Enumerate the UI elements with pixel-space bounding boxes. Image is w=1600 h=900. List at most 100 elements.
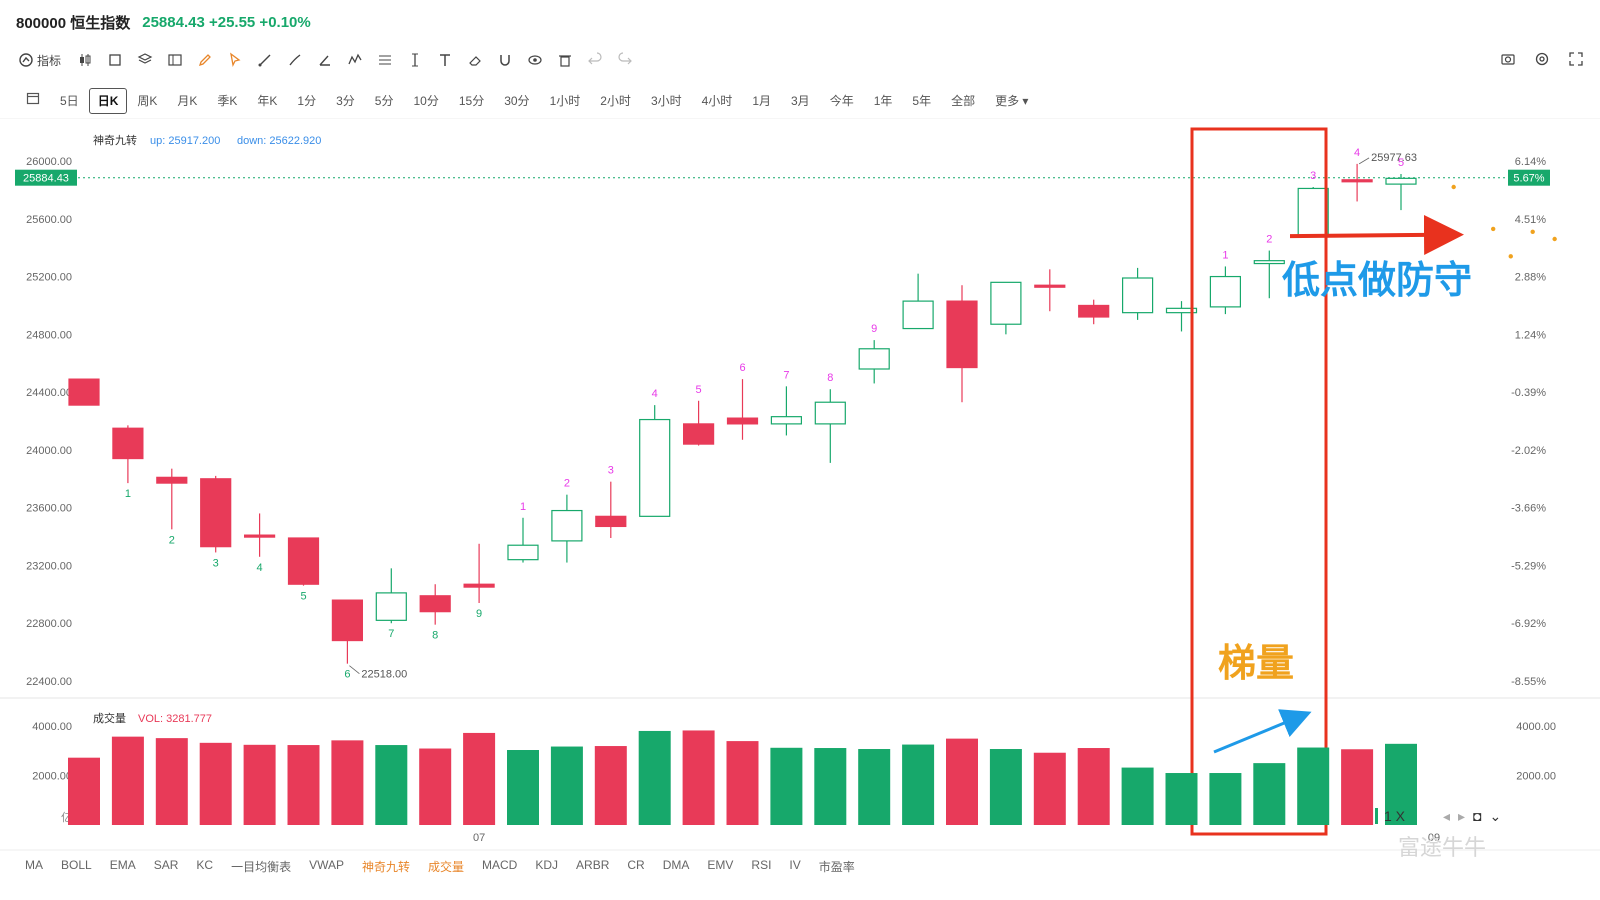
period-tab[interactable]: 月K [177,94,198,108]
period-tab[interactable]: 日K [88,88,128,114]
period-tab[interactable]: 5年 [912,94,932,108]
pencil-button[interactable] [195,49,215,71]
candle[interactable]: 4 [1341,147,1373,202]
candle[interactable]: 5 [287,537,320,603]
indicator-tab[interactable]: MA [25,858,43,872]
settings-button[interactable] [1532,48,1552,70]
period-tab[interactable]: 更多 ▾ [995,94,1029,108]
indicator-tab[interactable]: MACD [482,858,518,872]
indicator-tab[interactable]: 一目均衡表 [231,860,292,874]
candle[interactable]: 9 [463,543,495,620]
layers-button[interactable] [135,49,155,71]
candle[interactable]: 6 [331,599,363,681]
arrow-left-icon[interactable]: ◂ [1443,807,1451,824]
period-tab[interactable]: 周K [137,94,158,108]
candle[interactable] [1165,301,1198,332]
candle[interactable]: 8 [419,584,451,642]
candle[interactable]: 8 [814,372,846,463]
magnet-button[interactable] [495,49,515,71]
period-tab[interactable]: 4小时 [701,94,733,108]
candle[interactable]: 4 [244,513,276,574]
eye-button[interactable] [525,49,545,71]
candle[interactable] [68,378,100,406]
indicator-tab[interactable]: EMA [109,858,136,872]
candle[interactable]: 3 [595,465,627,538]
calendar-button[interactable] [16,89,50,113]
period-tab[interactable]: 季K [217,94,238,108]
candle[interactable]: 7 [375,568,407,640]
candle[interactable] [1034,269,1066,312]
candle[interactable]: 6 [726,362,759,440]
period-tab[interactable]: 1小时 [549,94,581,108]
period-tab[interactable]: 5分 [374,94,394,108]
period-tab[interactable]: 今年 [829,94,854,108]
period-tab[interactable]: 1分 [297,94,317,108]
angle-tool-button[interactable] [315,49,335,71]
wave-tool-button[interactable] [345,49,365,71]
brush-button[interactable] [285,49,305,71]
candle[interactable]: 4 [639,388,671,517]
candle[interactable] [902,273,934,330]
indicator-tab[interactable]: KC [196,858,214,872]
indicator-tab[interactable]: 成交量 [428,860,465,874]
indicator-button[interactable]: 指标 [16,49,63,71]
period-tab[interactable]: 30分 [504,94,530,108]
indicator-tab[interactable]: RSI [751,858,772,872]
candle[interactable]: 2 [156,468,188,547]
arrow-right-icon[interactable]: ▸ [1458,807,1466,824]
cursor-button[interactable] [225,49,245,71]
redo-button[interactable] [615,49,635,71]
undo-button[interactable] [585,49,605,71]
candle[interactable]: 1 [112,425,144,500]
text-tool-button[interactable] [435,49,455,71]
period-tab[interactable]: 10分 [413,94,439,108]
indicator-tab[interactable]: KDJ [535,858,559,872]
candle[interactable]: 5 [1385,157,1417,211]
period-tab[interactable]: 5日 [60,94,79,108]
indicator-tab[interactable]: DMA [662,858,690,872]
candle[interactable] [990,281,1022,335]
chevron-down-icon[interactable]: ⌄ [1489,807,1502,824]
candle[interactable]: 1 [1209,249,1242,315]
indicator-tab[interactable]: CR [627,858,645,872]
indicator-tab[interactable]: BOLL [61,858,92,872]
indicator-tab[interactable]: VWAP [309,858,344,872]
line-tool-button[interactable] [255,49,275,71]
indicator-tab[interactable]: 市盈率 [818,860,855,874]
candle[interactable]: 1 [507,501,539,563]
period-tab[interactable]: 15分 [458,94,485,108]
candle[interactable]: 7 [770,369,803,436]
period-tab[interactable]: 2小时 [600,94,631,108]
square-button[interactable] [105,49,125,71]
candlestick-chart[interactable]: 神奇九转 up: 25917.200 down: 25622.920 26000.00… [0,118,1600,858]
period-tab[interactable]: 1年 [873,94,893,108]
indicator-tab[interactable]: ARBR [576,858,610,872]
fib-tool-button[interactable] [375,49,395,71]
indicator-tab[interactable]: SAR [153,858,179,872]
expand-button[interactable] [1566,48,1586,70]
candle[interactable]: 3 [1297,170,1329,237]
candle[interactable]: 3 [200,475,232,570]
candle[interactable] [946,285,978,403]
candle[interactable]: 2 [1253,234,1285,299]
period-tab[interactable]: 3分 [336,94,355,108]
period-tab[interactable]: 年K [257,94,278,108]
period-tab[interactable]: 1月 [752,94,771,108]
candle[interactable] [1121,267,1154,320]
period-tab[interactable]: 3月 [791,94,810,108]
layout-button[interactable] [165,49,185,71]
candlestick-button[interactable] [75,49,95,71]
candle[interactable] [1078,299,1110,325]
period-tab[interactable]: 3小时 [650,94,682,108]
indicator-tab[interactable]: EMV [707,858,734,872]
indicator-tab[interactable]: 神奇九转 [361,860,410,874]
trash-button[interactable] [555,49,575,71]
camera-button[interactable] [1498,48,1518,70]
candle[interactable]: 5 [682,384,715,446]
period-tab[interactable]: 全部 [951,94,976,108]
screenshot-toggle-icon[interactable]: ◘ [1473,808,1482,824]
candle[interactable]: 9 [858,323,890,384]
measure-tool-button[interactable] [405,49,425,71]
eraser-button[interactable] [465,49,485,71]
indicator-tab[interactable]: IV [789,858,801,872]
